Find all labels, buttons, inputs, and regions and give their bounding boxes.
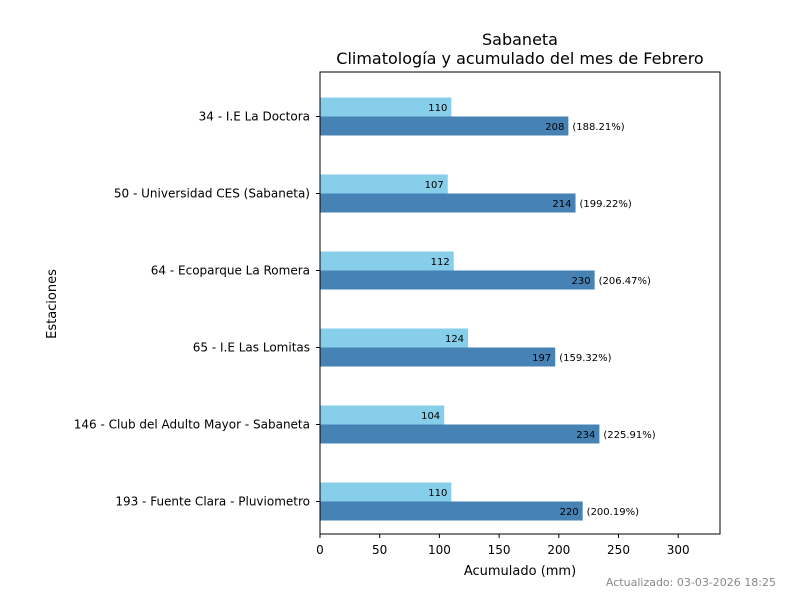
x-tick-label: 300 <box>667 543 690 557</box>
updated-timestamp: Actualizado: 03-03-2026 18:25 <box>605 576 776 589</box>
bar-value-label: 220 <box>560 507 579 518</box>
bar-percent-label: (206.47%) <box>599 276 651 287</box>
bar-value-label: 234 <box>576 430 595 441</box>
x-tick-label: 50 <box>372 543 387 557</box>
x-axis-ticks: 0 50 100 150 200 250 300 <box>316 534 690 557</box>
bar-climatology <box>320 328 469 348</box>
bar-accumulated <box>320 424 600 444</box>
bar-percent-label: (225.91%) <box>603 430 655 441</box>
bar-value-label: 124 <box>445 334 464 345</box>
y-tick-label: 34 - I.E La Doctora <box>199 110 310 124</box>
bar-value-label: 112 <box>431 257 450 268</box>
x-tick-label: 150 <box>488 543 511 557</box>
bar-value-label: 110 <box>428 488 447 499</box>
chart-subtitle: Climatología y acumulado del mes de Febr… <box>336 49 703 68</box>
bar-accumulated <box>320 347 556 367</box>
bar-climatology <box>320 97 452 117</box>
bar-percent-label: (188.21%) <box>572 122 624 133</box>
bar-value-label: 107 <box>425 180 444 191</box>
y-axis-label: Estaciones <box>45 269 60 339</box>
bar-value-label: 197 <box>532 353 551 364</box>
bar-value-label: 208 <box>545 122 564 133</box>
y-tick-label: 146 - Club del Adulto Mayor - Sabaneta <box>74 418 310 432</box>
x-tick-label: 200 <box>547 543 570 557</box>
bar-accumulated <box>320 501 583 521</box>
bar-value-label: 110 <box>428 103 447 114</box>
bar-percent-label: (199.22%) <box>580 199 632 210</box>
x-tick-label: 100 <box>428 543 451 557</box>
bars-group: 110 208 (188.21%) 107 214 (199.22%) 112 230 (206… <box>320 97 656 521</box>
bar-percent-label: (159.32%) <box>559 353 611 364</box>
chart-title: Sabaneta <box>482 30 558 49</box>
y-tick-label: 65 - I.E Las Lomitas <box>193 341 310 355</box>
x-axis-label: Acumulado (mm) <box>464 564 576 579</box>
plot-frame <box>319 71 721 535</box>
bar-value-label: 104 <box>421 411 440 422</box>
bar-accumulated <box>320 116 569 136</box>
bar-value-label: 230 <box>572 276 591 287</box>
bar-value-label: 214 <box>552 199 571 210</box>
bar-climatology <box>320 405 445 425</box>
bar-climatology <box>320 174 448 194</box>
bar-climatology <box>320 482 452 502</box>
y-tick-label: 50 - Universidad CES (Sabaneta) <box>114 187 310 201</box>
bar-accumulated <box>320 193 576 213</box>
bar-percent-label: (200.19%) <box>587 507 639 518</box>
y-tick-label: 64 - Ecoparque La Romera <box>151 264 310 278</box>
bar-accumulated <box>320 270 595 290</box>
x-tick-label: 250 <box>607 543 630 557</box>
y-tick-label: 193 - Fuente Clara - Pluviometro <box>115 495 310 509</box>
bar-climatology <box>320 251 454 271</box>
y-axis-ticks: 34 - I.E La Doctora 50 - Universidad CES … <box>74 110 320 509</box>
x-tick-label: 0 <box>316 543 324 557</box>
